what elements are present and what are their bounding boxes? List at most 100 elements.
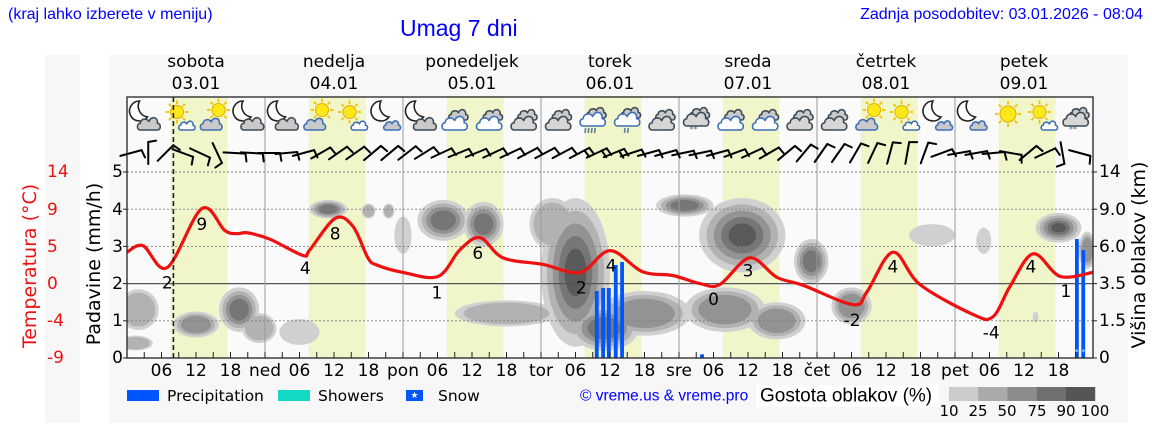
temperature-value-label: -4 [983,324,1000,344]
cloud-shape [902,120,921,131]
temperature-value-label: 4 [300,259,311,279]
wind-barb-staff [464,147,488,159]
density-swatch [949,387,979,401]
wind-barb-staff [1034,147,1057,159]
wind-barb-icon [274,151,301,161]
x-axis-labels: 06 12 18 ned 06 12 18 pon 06 12 18 tor 06 12 18 sre 06 12… [151,361,1070,381]
sun-ray [223,115,228,119]
sun-ray [906,103,911,107]
wind-barb-staff [741,147,763,159]
wind-barb-icon [119,149,147,159]
sun-ray [168,103,172,107]
weather-icon-moon-cloud [232,100,265,131]
cloud-height-tick: 3.5 [1099,274,1126,294]
wind-barb-tick [379,144,389,153]
cloud-shape [510,115,538,131]
wind-barb-tick [927,141,938,146]
weather-icon-sun-cloud [199,98,230,131]
weather-icon-cloud-rain-2 [613,106,642,134]
precipitation-axis: Padavine (mm/h) 0 1 2 3 4 5 [83,162,123,368]
legend-showers: Showers [318,387,384,405]
x-hour-label: 06 [565,361,587,381]
moon-shape [922,100,943,122]
density-title-box [756,385,939,407]
weather-icon-cloud-snow: ** [682,106,711,134]
wind-barb-icon [413,146,440,160]
wind-barb-staff [758,146,780,160]
sun-ray [865,101,869,105]
cloud-density-blob [229,298,249,321]
day-name: ponedeljek [425,52,519,72]
daylight-band [308,97,366,358]
wind-barb-tick [640,148,647,158]
day-name: sreda [724,52,771,72]
page-title: Umag 7 dni [400,15,518,41]
precip-tick: 1 [112,311,123,331]
wind-barb-staff [447,147,470,159]
wind-barb-tick [793,144,803,153]
sun-ray [340,103,345,107]
weather-icon-moon-cloud [128,100,162,131]
day-date: 06.01 [586,74,635,94]
weather-icon-cloud-white [441,108,469,131]
showers-swatch [278,390,310,401]
precip-tick: 5 [112,162,123,182]
weather-icon-sun [995,101,1021,127]
precipitation-bars: * * [594,238,1086,358]
x-day-label: pet [941,361,969,381]
precipitation-bar [1075,238,1079,358]
wind-barb-icon [156,144,181,162]
sun-ray [313,101,317,105]
precipitation-bar [1081,250,1086,358]
x-hour-label: 06 [841,361,863,381]
cloud-density-blob [127,336,150,350]
wind-barb-icon [345,145,371,161]
wind-barb-staff [867,142,879,164]
cloud-shape [717,115,745,131]
sun-ray [1044,103,1049,107]
density-swatch [978,387,1008,401]
sun-ray [892,117,897,121]
cloud-shape [1040,120,1059,131]
weather-icon-moon-small-cloud [370,100,402,131]
wind-barb-staff [310,146,332,160]
sun-ray [879,115,883,119]
sun-ray [892,103,897,107]
cloud-density-blob [463,302,550,325]
wind-barb-tick [1054,147,1061,156]
temperature-value-label: 4 [887,258,898,278]
wind-barb-staff [849,142,862,164]
rain-drop [593,127,596,134]
wind-barb-staff [671,149,695,157]
temperature-curve [126,206,1094,322]
cloud-height-axis-title: Višina oblakov (km) [1128,162,1150,349]
density-scale-label: 10 [939,402,958,420]
wind-barb-staff [517,146,539,160]
temperature-line [126,206,1094,322]
weather-icon-sun-cloud [303,98,334,131]
wind-barb-tick [809,143,819,150]
wind-barb-tick [296,151,301,161]
temperature-value-label: 6 [472,244,483,264]
wind-barb-icon [1018,144,1044,162]
last-updated: Zadnja posodobitev: 03.01.2026 - 08:04 [860,6,1143,23]
density-scale-label: 100 [1081,402,1110,420]
wind-barb-staff [830,142,846,164]
wind-barb-tick [760,147,768,156]
weather-icon-cloud-snow: ** [1062,106,1090,134]
wind-barb-icon [795,143,819,163]
x-day-label: ned [249,361,281,381]
wind-barb-tick [363,145,371,154]
precipitation-swatch [127,390,159,401]
wind-barb-tick [891,141,902,145]
sun-ray [1014,104,1018,108]
wind-barb-staff [499,147,522,159]
cloud-density-blob [1051,223,1066,233]
cloud-height-tick: 6.0 [1099,237,1126,257]
sun-disc [894,105,909,119]
sun-ray [1044,117,1049,121]
wind-barb-icon [327,145,354,161]
precipitation-bar [601,288,605,358]
x-hour-label: 12 [599,361,621,381]
x-day-label: tor [529,361,553,381]
